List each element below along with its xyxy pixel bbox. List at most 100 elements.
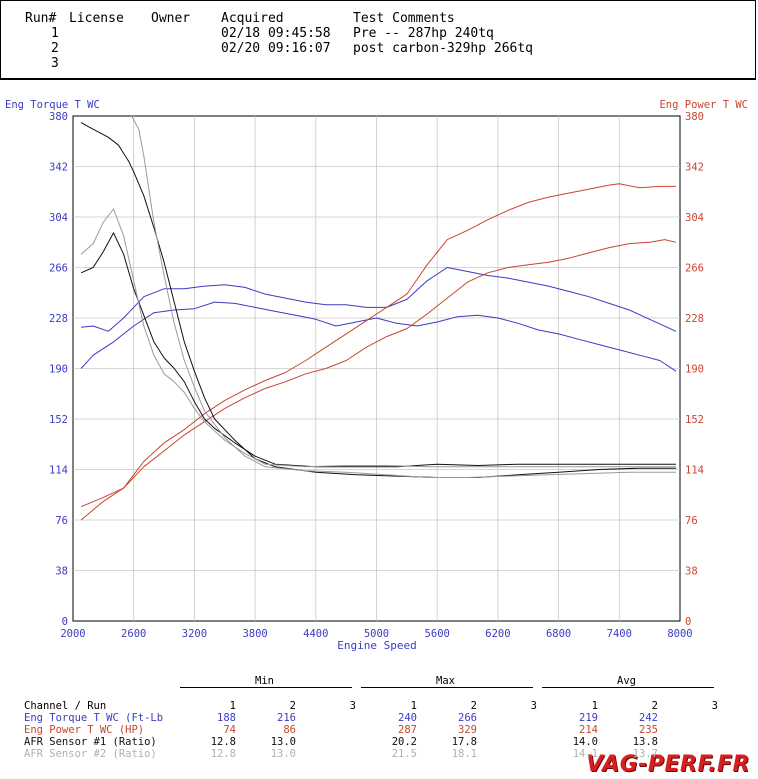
stats-min-value: 86 <box>283 724 296 736</box>
right-tick-label: 380 <box>685 111 704 123</box>
stats-avg-value: 13.7 <box>632 748 658 760</box>
x-tick-label: 6200 <box>485 628 510 640</box>
stats-channel-header: Channel / Run <box>24 700 107 712</box>
right-tick-label: 228 <box>685 313 704 325</box>
run-1-comment: Pre -- 287hp 240tq <box>353 26 494 41</box>
run-1-num: 1 <box>51 26 59 41</box>
series-line-8 <box>131 115 676 478</box>
stats-group-rule <box>180 687 352 688</box>
stats-run-header: 3 <box>530 700 537 712</box>
stats-min-value: 74 <box>223 724 236 736</box>
left-tick-label: 304 <box>49 212 68 224</box>
stats-max-value: 21.5 <box>391 748 417 760</box>
stats-avg-value: 13.8 <box>632 736 658 748</box>
stats-row-label: AFR Sensor #1 (Ratio) <box>24 736 157 748</box>
col-license: License <box>69 11 124 26</box>
stats-max-value: 17.8 <box>451 736 477 748</box>
series-line-2 <box>81 267 677 332</box>
left-tick-label: 38 <box>55 566 68 578</box>
right-tick-label: 304 <box>685 212 704 224</box>
stats-run-header: 3 <box>711 700 718 712</box>
x-tick-label: 8000 <box>667 628 692 640</box>
run-2-num: 2 <box>51 41 59 56</box>
stats-max-value: 287 <box>398 724 417 736</box>
stats-avg-value: 14.0 <box>572 736 598 748</box>
stats-group-rule <box>361 687 533 688</box>
left-tick-label: 266 <box>49 263 68 275</box>
stats-max-value: 20.2 <box>391 736 417 748</box>
tick-labels: 2000 2600 3200 3800 4400 5000 5600 6200 6800 7400… <box>49 111 704 640</box>
series-line-7 <box>80 208 676 468</box>
stats-min-value: 188 <box>217 712 236 724</box>
stats-min-value: 12.8 <box>210 736 236 748</box>
stats-run-header: 1 <box>591 700 598 712</box>
grid <box>72 115 681 622</box>
stats-avg-value: 214 <box>579 724 598 736</box>
col-comments: Test Comments <box>353 11 455 26</box>
x-tick-label: 5600 <box>425 628 450 640</box>
stats-row-label: AFR Sensor #2 (Ratio) <box>24 748 157 760</box>
left-tick-label: 152 <box>49 414 68 426</box>
stats-group-max: Max <box>436 675 455 687</box>
x-tick-label: 3200 <box>182 628 207 640</box>
x-tick-label: 6800 <box>546 628 571 640</box>
left-tick-label: 76 <box>55 515 68 527</box>
series-line-4 <box>80 183 676 508</box>
stats-run-header: 2 <box>651 700 658 712</box>
watermark-logo: VAG-PERF.FR <box>586 752 750 777</box>
series-line-6 <box>80 122 676 478</box>
x-tick-label: 3800 <box>242 628 267 640</box>
run-2-comment: post carbon-329hp 266tq <box>353 41 534 56</box>
right-tick-label: 114 <box>685 465 704 477</box>
stats-max-value: 266 <box>458 712 477 724</box>
right-tick-label: 266 <box>685 263 704 275</box>
stats-min-value: 13.0 <box>270 736 296 748</box>
stats-run-header: 3 <box>349 700 356 712</box>
stats-run-header: 1 <box>410 700 417 712</box>
stats-run-header: 2 <box>470 700 477 712</box>
stats-min-value: 216 <box>277 712 296 724</box>
series-lines <box>80 115 677 521</box>
x-tick-label: 7400 <box>607 628 632 640</box>
right-axis-label: Eng Power T WC <box>659 99 748 111</box>
stats-row-label: Eng Torque T WC (Ft-Lb <box>24 712 164 724</box>
stats-group-avg: Avg <box>617 675 636 687</box>
series-line-1 <box>80 301 677 372</box>
dyno-chart: 2000 2600 3200 3800 4400 5000 5600 6200 6800 7400… <box>5 99 748 652</box>
stats-run-header: 1 <box>229 700 236 712</box>
stats-group-rule <box>542 687 714 688</box>
col-owner: Owner <box>151 11 191 26</box>
left-tick-label: 0 <box>62 616 68 628</box>
x-tick-label: 2000 <box>60 628 85 640</box>
series-line-3 <box>80 239 677 521</box>
stats-group-min: Min <box>255 675 274 687</box>
stats-max-value: 329 <box>458 724 477 736</box>
stats-avg-value: 219 <box>579 712 598 724</box>
right-tick-label: 152 <box>685 414 704 426</box>
x-tick-label: 4400 <box>303 628 328 640</box>
stats-run-header: 2 <box>289 700 296 712</box>
stats-avg-value: 242 <box>639 712 658 724</box>
col-acquired: Acquired <box>221 11 284 26</box>
x-tick-label: 2600 <box>121 628 146 640</box>
right-tick-label: 0 <box>685 616 691 628</box>
run-2-acquired: 02/20 09:16:07 <box>221 41 331 56</box>
right-tick-label: 342 <box>685 162 704 174</box>
left-tick-label: 342 <box>49 162 68 174</box>
stats-max-value: 18.1 <box>451 748 477 760</box>
stats-max-value: 240 <box>398 712 417 724</box>
left-tick-label: 228 <box>49 313 68 325</box>
left-tick-label: 114 <box>49 465 68 477</box>
stats-row-label: Eng Power T WC (HP) <box>24 724 145 736</box>
col-run: Run# <box>25 11 57 26</box>
left-tick-label: 190 <box>49 364 68 376</box>
stats-min-value: 12.8 <box>210 748 236 760</box>
run-1-acquired: 02/18 09:45:58 <box>221 26 331 41</box>
left-tick-label: 380 <box>49 111 68 123</box>
right-tick-label: 38 <box>685 566 698 578</box>
run-3-num: 3 <box>51 56 59 71</box>
series-line-5 <box>80 232 676 468</box>
x-tick-label: 5000 <box>364 628 389 640</box>
run-header-panel: Run# License Owner Acquired Test Comment… <box>0 0 756 80</box>
stats-avg-value: 14.1 <box>572 748 598 760</box>
